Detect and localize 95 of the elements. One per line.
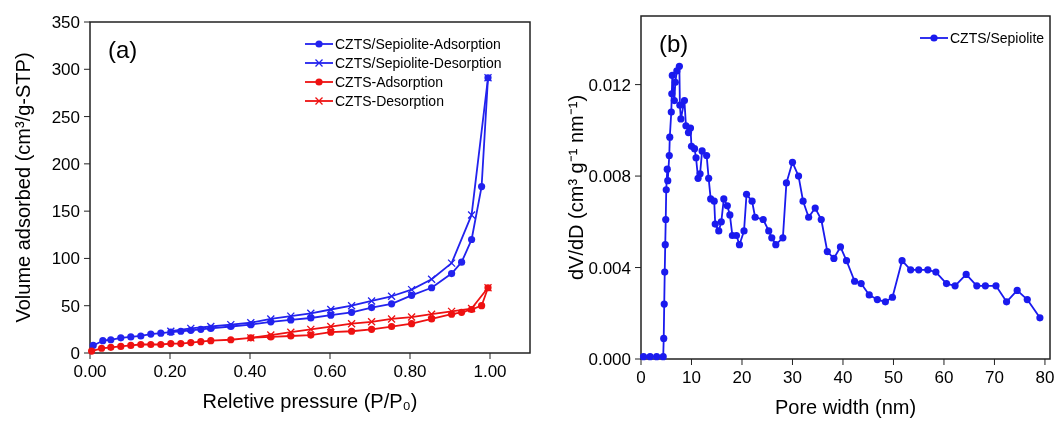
x-tick-label: 0.60: [313, 362, 347, 381]
point: [388, 322, 396, 331]
y-axis-title: Volume adsorbed (cm³/g-STP): [12, 52, 34, 323]
x-tick-label: 1.00: [473, 362, 507, 381]
point: [266, 314, 275, 324]
point: [107, 336, 115, 344]
point: [157, 340, 165, 349]
point: [107, 343, 115, 351]
y-tick-label: 0.000: [588, 350, 631, 369]
point: [147, 330, 155, 338]
point: [98, 344, 106, 352]
point: [427, 275, 436, 284]
point: [388, 300, 396, 308]
point: [167, 339, 175, 348]
point: [448, 269, 456, 278]
point: [99, 337, 107, 345]
point: [286, 328, 295, 337]
x-tick-label: 60: [934, 368, 954, 387]
y-tick-label: 250: [51, 107, 80, 127]
x-tick-label: 0: [636, 368, 646, 387]
point: [306, 325, 315, 334]
x-tick-label: 40: [833, 368, 853, 387]
point: [468, 235, 476, 244]
point: [157, 329, 165, 337]
y-tick-label: 350: [51, 13, 80, 32]
point: [458, 258, 466, 266]
point: [137, 340, 145, 349]
point: [387, 292, 396, 301]
x-tick-label: 0.40: [233, 362, 267, 381]
y-axis-title: dV/dD (cm³ g⁻¹ nm⁻¹): [565, 94, 587, 281]
point: [306, 309, 315, 318]
y-tick-label: 200: [51, 154, 80, 174]
legend-label: CZTS-Desorption: [335, 93, 444, 109]
point: [177, 339, 185, 348]
legend-label: CZTS/Sepiolite-Desorption: [335, 55, 502, 71]
point: [368, 304, 376, 312]
point: [428, 284, 436, 292]
point: [227, 336, 235, 344]
point: [367, 317, 376, 326]
x-tick-label: 30: [783, 368, 802, 387]
x-tick-label: 0.20: [153, 362, 187, 381]
point: [387, 314, 396, 324]
x-tick-label: 80: [1035, 368, 1055, 387]
point: [478, 302, 486, 310]
point: [347, 319, 356, 328]
point: [368, 325, 376, 333]
point: [407, 312, 416, 322]
y-tick-label: 100: [51, 249, 80, 269]
y-tick-label: 0.012: [588, 75, 631, 95]
y-tick-label: 0: [70, 344, 80, 363]
point: [207, 337, 215, 345]
x-tick-label: 0.80: [393, 362, 427, 381]
legend-label: CZTS/Sepiolite: [950, 30, 1045, 46]
point: [88, 347, 96, 355]
point: [347, 301, 356, 310]
point: [327, 328, 335, 336]
x-tick-label: 50: [884, 368, 903, 387]
annotation: (a): [108, 36, 138, 63]
point: [408, 320, 416, 328]
legend-label: CZTS/Sepiolite-Adsorption: [335, 36, 501, 52]
point: [307, 331, 315, 339]
point: [326, 322, 335, 331]
point: [326, 305, 335, 314]
point: [348, 327, 356, 335]
y-tick-label: 150: [51, 202, 80, 222]
point: [408, 291, 416, 299]
point: [478, 182, 486, 191]
point: [407, 285, 416, 294]
x-tick-label: 10: [682, 368, 701, 387]
point: [197, 338, 205, 346]
point: [127, 341, 135, 350]
point: [127, 333, 135, 341]
point: [117, 334, 125, 342]
y-tick-label: 50: [61, 296, 80, 316]
legend-label: CZTS-Adsorption: [335, 74, 444, 90]
point: [467, 210, 476, 220]
point: [447, 259, 456, 268]
x-tick-label: 70: [985, 368, 1004, 387]
point: [348, 308, 356, 316]
x-axis-title: Pore width (nm): [774, 396, 917, 418]
point: [89, 341, 97, 350]
point: [117, 342, 125, 350]
point: [187, 339, 195, 347]
point: [327, 311, 335, 319]
point: [147, 340, 155, 349]
y-tick-label: 0.004: [588, 258, 631, 278]
y-tick-label: 0.008: [588, 167, 631, 187]
point: [427, 310, 436, 319]
y-tick-label: 300: [51, 60, 80, 80]
annotation: (b): [659, 30, 689, 57]
point: [137, 332, 145, 340]
x-tick-label: 20: [732, 368, 752, 387]
x-tick-label: 0.00: [73, 362, 107, 381]
point: [367, 296, 376, 306]
x-axis-title: Reletive pressure (P/P₀): [202, 390, 418, 412]
